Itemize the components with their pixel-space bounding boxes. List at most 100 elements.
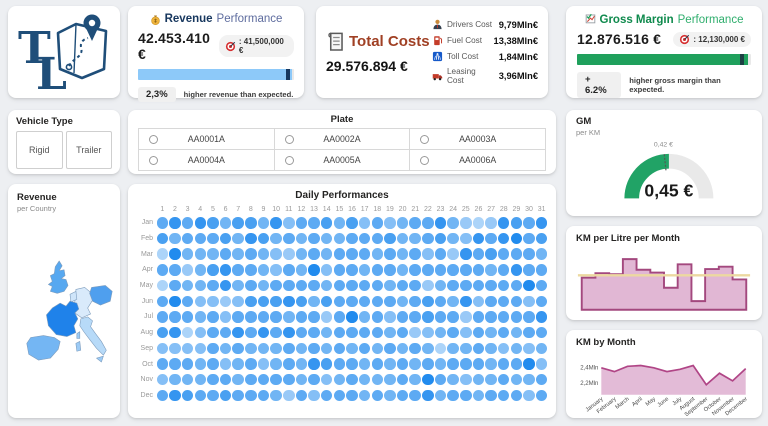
performance-dot[interactable] (510, 373, 523, 386)
performance-dot[interactable] (219, 342, 232, 355)
performance-dot[interactable] (308, 295, 320, 308)
performance-dot[interactable] (396, 217, 409, 229)
performance-dot[interactable] (333, 248, 346, 260)
performance-dot[interactable] (194, 248, 206, 260)
performance-dot[interactable] (485, 373, 497, 386)
performance-dot[interactable] (169, 326, 181, 339)
performance-dot[interactable] (460, 232, 472, 245)
performance-dot[interactable] (409, 326, 421, 339)
performance-dot[interactable] (460, 217, 472, 229)
performance-dot[interactable] (295, 248, 308, 260)
performance-dot[interactable] (333, 373, 346, 386)
performance-dot[interactable] (333, 326, 346, 339)
performance-dot[interactable] (295, 295, 308, 308)
performance-dot[interactable] (396, 389, 409, 402)
performance-dot[interactable] (156, 373, 169, 386)
island-corsica[interactable] (76, 331, 81, 339)
performance-dot[interactable] (257, 279, 270, 292)
performance-dot[interactable] (460, 264, 472, 276)
performance-dot[interactable] (346, 389, 358, 402)
performance-dot[interactable] (169, 232, 181, 245)
performance-dot[interactable] (333, 342, 346, 355)
performance-dot[interactable] (384, 217, 396, 229)
performance-dot[interactable] (156, 279, 169, 292)
performance-dot[interactable] (497, 373, 510, 386)
performance-dot[interactable] (434, 264, 447, 276)
performance-dot[interactable] (485, 232, 497, 245)
performance-dot[interactable] (447, 295, 459, 308)
performance-dot[interactable] (358, 389, 371, 402)
radio-button-icon[interactable] (149, 134, 158, 144)
performance-dot[interactable] (434, 248, 447, 260)
performance-dot[interactable] (219, 311, 232, 323)
performance-dot[interactable] (194, 358, 206, 370)
performance-dot[interactable] (472, 342, 485, 355)
vehicle-option-trailer[interactable]: Trailer (65, 131, 112, 169)
performance-dot[interactable] (396, 248, 409, 260)
performance-dot[interactable] (384, 279, 396, 292)
performance-dot[interactable] (156, 326, 169, 339)
performance-dot[interactable] (396, 264, 409, 276)
performance-dot[interactable] (422, 248, 434, 260)
performance-dot[interactable] (232, 264, 244, 276)
performance-dot[interactable] (497, 342, 510, 355)
performance-dot[interactable] (447, 217, 459, 229)
performance-dot[interactable] (270, 264, 282, 276)
performance-dot[interactable] (232, 358, 244, 370)
performance-dot[interactable] (346, 279, 358, 292)
performance-dot[interactable] (320, 248, 333, 260)
performance-dot[interactable] (245, 248, 257, 260)
performance-dot[interactable] (295, 326, 308, 339)
performance-dot[interactable] (396, 373, 409, 386)
performance-dot[interactable] (156, 342, 169, 355)
performance-dot[interactable] (308, 358, 320, 370)
performance-dot[interactable] (181, 232, 194, 245)
performance-dot[interactable] (346, 373, 358, 386)
island-sardinia[interactable] (75, 341, 82, 352)
radio-button-icon[interactable] (420, 134, 430, 144)
performance-dot[interactable] (497, 326, 510, 339)
performance-dot[interactable] (308, 279, 320, 292)
performance-dot[interactable] (523, 373, 535, 386)
performance-dot[interactable] (535, 342, 548, 355)
country-benelux[interactable] (69, 291, 78, 303)
performance-dot[interactable] (207, 373, 219, 386)
performance-dot[interactable] (270, 389, 282, 402)
performance-dot[interactable] (358, 326, 371, 339)
performance-dot[interactable] (523, 264, 535, 276)
performance-dot[interactable] (523, 358, 535, 370)
performance-dot[interactable] (422, 279, 434, 292)
performance-dot[interactable] (194, 326, 206, 339)
performance-dot[interactable] (434, 342, 447, 355)
performance-dot[interactable] (510, 232, 523, 245)
performance-dot[interactable] (283, 389, 295, 402)
performance-dot[interactable] (257, 358, 270, 370)
performance-dot[interactable] (358, 264, 371, 276)
performance-dot[interactable] (422, 217, 434, 229)
performance-dot[interactable] (169, 248, 181, 260)
performance-dot[interactable] (497, 295, 510, 308)
performance-dot[interactable] (371, 264, 384, 276)
performance-dot[interactable] (396, 279, 409, 292)
performance-dot[interactable] (283, 373, 295, 386)
performance-dot[interactable] (232, 326, 244, 339)
performance-dot[interactable] (422, 326, 434, 339)
performance-dot[interactable] (447, 248, 459, 260)
performance-dot[interactable] (257, 311, 270, 323)
performance-dot[interactable] (409, 389, 421, 402)
performance-dot[interactable] (270, 326, 282, 339)
performance-dot[interactable] (384, 342, 396, 355)
performance-dot[interactable] (358, 279, 371, 292)
plate-option-AA0004A[interactable]: AA0004A (139, 150, 274, 170)
performance-dot[interactable] (523, 217, 535, 229)
performance-dot[interactable] (308, 311, 320, 323)
performance-dot[interactable] (320, 342, 333, 355)
performance-dot[interactable] (156, 248, 169, 260)
performance-dot[interactable] (460, 373, 472, 386)
performance-dot[interactable] (409, 264, 421, 276)
performance-dot[interactable] (245, 295, 257, 308)
performance-dot[interactable] (308, 373, 320, 386)
performance-dot[interactable] (485, 358, 497, 370)
performance-dot[interactable] (270, 373, 282, 386)
performance-dot[interactable] (320, 358, 333, 370)
